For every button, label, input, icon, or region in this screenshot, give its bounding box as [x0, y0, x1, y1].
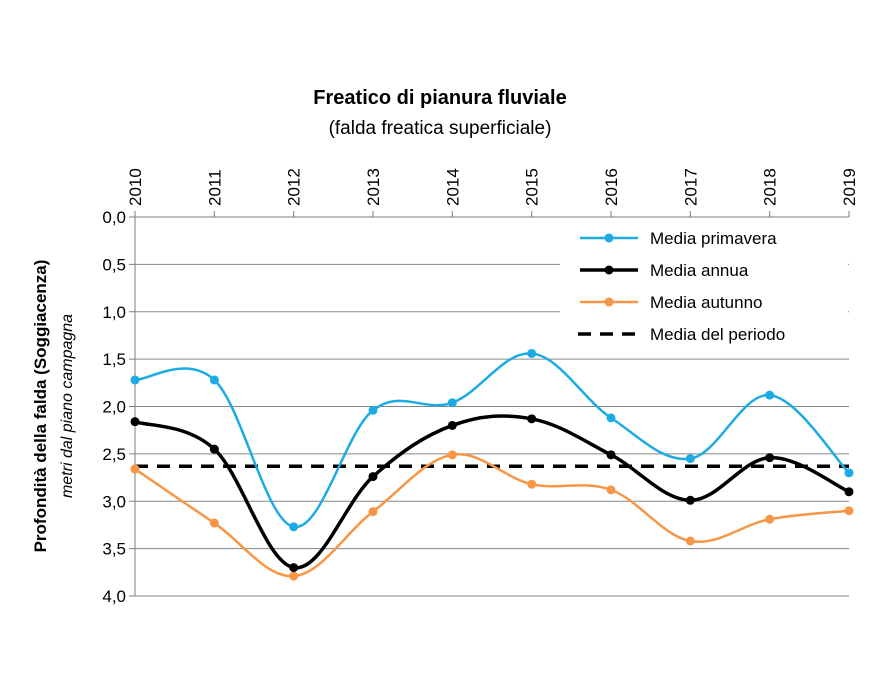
point-media-primavera	[844, 468, 854, 478]
point-media-primavera	[765, 390, 775, 400]
point-media-annua	[685, 495, 695, 505]
y-tick-label: 2,0	[102, 398, 126, 417]
point-media-autunno	[844, 506, 854, 516]
x-tick-label: 2011	[205, 169, 224, 206]
point-media-annua	[289, 563, 299, 573]
point-media-primavera	[606, 413, 616, 423]
point-media-primavera	[685, 454, 695, 464]
legend: Media primavera Media annua Media autunno M…	[560, 221, 848, 354]
series-layer	[130, 348, 854, 581]
point-media-annua	[447, 420, 457, 430]
point-media-annua	[209, 444, 219, 454]
point-media-annua	[527, 414, 537, 424]
point-media-annua	[130, 417, 140, 427]
y-tick-label: 2,5	[102, 445, 126, 464]
x-tick-label: 2014	[443, 168, 462, 206]
point-media-primavera	[447, 398, 457, 408]
point-media-annua	[765, 453, 775, 463]
x-tick-label: 2018	[761, 168, 780, 206]
series-line-media-primavera	[134, 352, 850, 529]
point-media-autunno	[209, 518, 219, 528]
legend-label-media-annua: Media annua	[650, 261, 749, 280]
y-axis-label: Profondità della falda (Soggiacenza)	[31, 260, 50, 553]
y-tick-label: 3,0	[102, 492, 126, 511]
point-media-primavera	[130, 375, 140, 385]
x-tick-label: 2015	[523, 168, 542, 206]
x-tick-label: 2016	[602, 168, 621, 206]
point-media-primavera	[289, 522, 299, 532]
point-media-autunno	[685, 536, 695, 546]
point-media-autunno	[130, 464, 140, 474]
legend-label-media-primavera: Media primavera	[650, 229, 777, 248]
y-tick-label: 0,0	[102, 208, 126, 227]
gridlines	[135, 216, 849, 597]
x-tick-label: 2013	[364, 168, 383, 206]
x-tick-label: 2012	[285, 168, 304, 206]
y-tick-label: 1,0	[102, 303, 126, 322]
y-axis-sublabel: metri dal piano campagna	[59, 314, 76, 498]
legend-label-media-autunno: Media autunno	[650, 293, 762, 312]
point-media-annua	[368, 472, 378, 482]
legend-marker-media-annua	[604, 265, 614, 275]
chart-subtitle: (falda freatica superficiale)	[329, 118, 552, 139]
point-media-autunno	[765, 514, 775, 524]
point-media-autunno	[447, 450, 457, 460]
point-media-autunno	[606, 485, 616, 495]
y-tick-label: 3,5	[102, 540, 126, 559]
y-tick-label: 1,5	[102, 350, 126, 369]
x-tick-label: 2017	[681, 168, 700, 206]
point-media-autunno	[368, 507, 378, 517]
legend-marker-media-autunno	[604, 297, 614, 307]
x-tick-label: 2019	[840, 168, 859, 206]
chart-title: Freatico di pianura fluviale	[313, 87, 566, 109]
point-media-autunno	[289, 571, 299, 581]
legend-box	[560, 221, 848, 354]
legend-marker-media-primavera	[604, 233, 614, 243]
point-media-autunno	[527, 479, 537, 489]
point-media-primavera	[209, 375, 219, 385]
series-line-media-annua	[134, 414, 850, 570]
point-media-primavera	[368, 405, 378, 415]
y-tick-label: 4,0	[102, 587, 126, 606]
x-axis-ticks: 2010 2011 2012 2013 2014 2015 2016 2017 2018 2019	[126, 168, 859, 217]
y-axis-ticks: 0,0 0,5 1,0 1,5 2,0 2,5 3,0 3,5 4,0	[102, 208, 136, 606]
legend-label-media-del-periodo: Media del periodo	[650, 325, 785, 344]
series-line-media-autunno	[134, 453, 850, 578]
point-media-annua	[844, 487, 854, 497]
x-tick-label: 2010	[126, 168, 145, 206]
y-tick-label: 0,5	[102, 255, 126, 274]
point-media-annua	[606, 450, 616, 460]
point-media-primavera	[527, 348, 537, 358]
